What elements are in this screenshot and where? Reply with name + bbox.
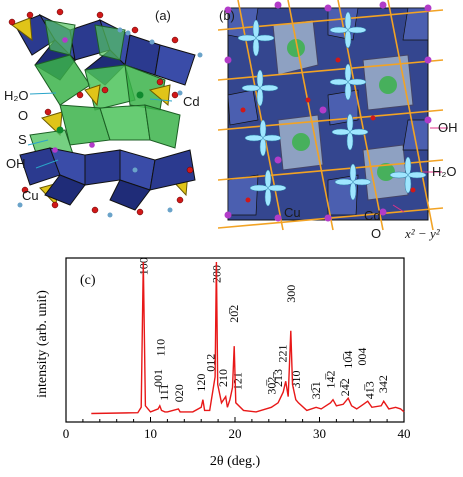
- hydroxyl-annotation: OH: [438, 120, 458, 135]
- peak-label: 210: [216, 369, 230, 387]
- y-axis-label: intensity (arb. unit): [35, 290, 50, 398]
- x-axis-ticks: 0 10 20 30 40: [63, 417, 411, 441]
- peak-label: 14̅2: [324, 371, 338, 389]
- peak-label: 32̅1: [309, 381, 323, 399]
- peak-label: 21̅3: [271, 369, 285, 387]
- peak-label: 004: [355, 348, 369, 366]
- peak-label: 120: [194, 374, 208, 392]
- x-tick-label: 10: [144, 426, 157, 441]
- cd-layer-top: [34, 19, 166, 111]
- peak-label: 110: [154, 339, 168, 357]
- peak-label: 001: [151, 369, 165, 387]
- panel-c-label: (c): [80, 273, 96, 288]
- peak-label: 30̅2: [264, 377, 278, 395]
- peak-label: 310: [289, 371, 303, 389]
- orbital-annotation: x² − y²: [405, 226, 440, 241]
- oh-atoms: [52, 37, 95, 153]
- oxygen-annotation: O: [371, 226, 382, 241]
- oh-atoms: [224, 1, 432, 222]
- peak-label: 121: [231, 372, 245, 390]
- h2o-annotation: H₂O: [432, 164, 457, 179]
- peak-label: 020: [172, 384, 186, 402]
- x2-y2-orbitals: [237, 11, 427, 207]
- x-tick-label: 20: [229, 426, 242, 441]
- peak-label: 221: [275, 345, 289, 363]
- xrd-trace: [91, 261, 405, 415]
- panel-a-label: (a): [155, 8, 171, 23]
- peak-label: 24̅2: [338, 378, 352, 396]
- copper-annotation: Cu: [22, 188, 39, 203]
- x-tick-label: 0: [63, 426, 70, 441]
- annotation-leaders: [392, 127, 448, 213]
- peak-label: 11̅1: [157, 384, 171, 401]
- copper-annotation: Cu: [284, 205, 301, 220]
- peak-label: 10̅4: [341, 351, 355, 369]
- crystal-structure-top-view: (b) OH H₂O Cu Cd O x² − y²: [217, 0, 463, 250]
- cadmium-annotation: Cd: [364, 208, 381, 223]
- peak-label: 20̅2: [227, 305, 241, 323]
- h2o-annotation: H₂O: [4, 88, 29, 103]
- structure-a-drawing: [8, 8, 203, 218]
- structure-b-drawing: [217, 0, 448, 231]
- oxygen-atoms: [8, 8, 194, 216]
- peak-label: 342: [376, 375, 390, 393]
- hydrogen-atoms: [17, 27, 203, 218]
- cd-atoms: [56, 91, 144, 134]
- x-tick-label: 30: [313, 426, 326, 441]
- oxygen-annotation: O: [18, 108, 29, 123]
- annotation-leaders: [27, 92, 173, 169]
- x-axis-label: 2θ (deg.): [210, 454, 261, 469]
- peak-label: 300: [284, 285, 298, 303]
- panel-b-label: (b): [219, 8, 235, 23]
- sulfur-annotation: S: [18, 132, 27, 147]
- peak-label: 41̅3: [362, 381, 376, 399]
- hydroxyl-annotation: OH: [6, 156, 26, 171]
- oxygen-atoms: [240, 57, 416, 203]
- cd-atoms: [287, 39, 397, 181]
- x-tick-label: 40: [398, 426, 411, 441]
- xrd-pattern-chart: 0 10 20 30 40 100 001 110 11̅1 020 120 012 200 210 20…: [0, 252, 463, 472]
- cadmium-annotation: Cd: [183, 94, 200, 109]
- cu-chain-bottom: [19, 147, 196, 211]
- crystal-structure-side-view: (a) H₂O O S OH Cu Cd: [0, 0, 212, 225]
- peak-label: 012: [204, 354, 218, 372]
